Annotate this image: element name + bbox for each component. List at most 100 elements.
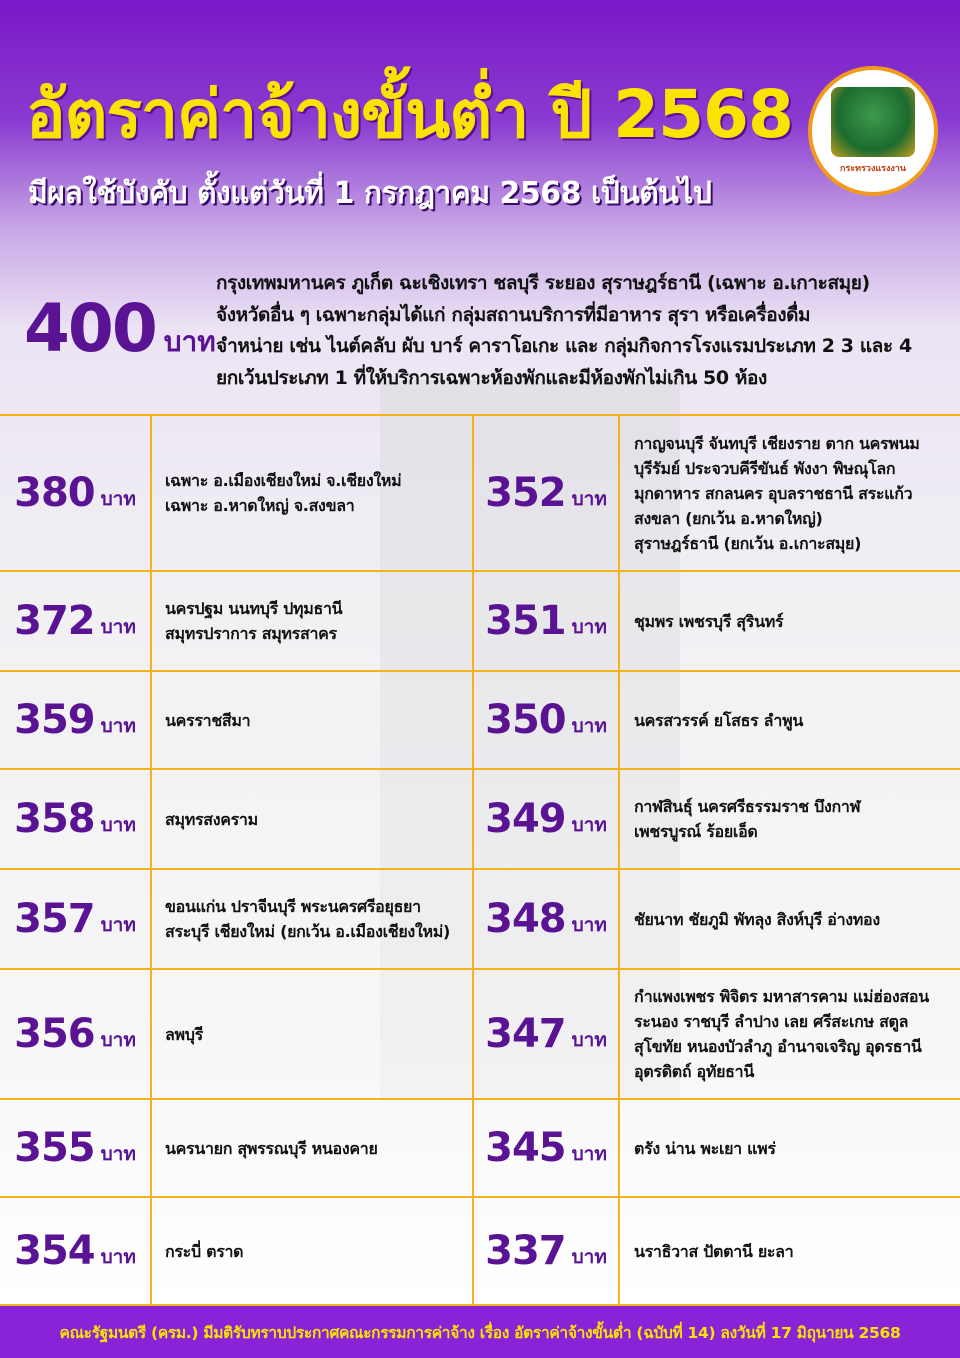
province-lines: ขอนแก่น ปราจีนบุรี พระนครศรีอยุธยา สระบุร…	[165, 894, 450, 944]
rate-unit: บาท	[163, 325, 216, 358]
rate-unit: บาท	[100, 488, 136, 510]
rate-unit: บาท	[100, 1143, 136, 1165]
province-list: กาฬสินธุ์ นครศรีธรรมราช บึงกาฬเพชรบูรณ์ …	[620, 770, 960, 868]
grid-line	[0, 1196, 960, 1198]
province-line: สมุทรปราการ สมุทรสาคร	[165, 624, 337, 643]
province-line: สุโขทัย หนองบัวลำภู อำนาจเจริญ อุดรธานี	[634, 1037, 922, 1056]
rate-unit: บาท	[571, 1143, 607, 1165]
province-list: ตรัง น่าน พะเยา แพร่	[620, 1100, 960, 1196]
province-line: ตรัง น่าน พะเยา แพร่	[634, 1138, 776, 1158]
deity-emblem-icon	[831, 87, 915, 157]
province-list: นราธิวาส ปัตตานี ยะลา	[620, 1198, 960, 1304]
rate-unit: บาท	[100, 814, 136, 836]
rate-unit: บาท	[100, 1246, 136, 1268]
province-line: นครปฐม นนทบุรี ปทุมธานี	[165, 599, 343, 618]
grid-line	[150, 414, 152, 1304]
province-line: กำแพงเพชร พิจิตร มหาสารคาม แม่ฮ่องสอน	[634, 987, 929, 1006]
rate-value: 345	[485, 1125, 566, 1171]
province-lines: ชุมพร เพชรบุรี สุรินทร์	[634, 609, 784, 634]
province-line: กาฬสินธุ์ นครศรีธรรมราช บึงกาฬ	[634, 797, 861, 816]
province-list: กำแพงเพชร พิจิตร มหาสารคาม แม่ฮ่องสอนระน…	[620, 970, 960, 1098]
province-list: กระบี่ ตราด	[151, 1198, 472, 1304]
rate-value: 356	[14, 1011, 95, 1057]
province-list: กาญจนบุรี จันทบุรี เชียงราย ตาก นครพนมบุ…	[620, 416, 960, 570]
grid-line	[0, 868, 960, 870]
rate-unit: บาท	[100, 1029, 136, 1051]
desc-line: กรุงเทพมหานคร ภูเก็ต ฉะเชิงเทรา ชลบุรี ร…	[216, 272, 870, 294]
province-line: ระนอง ราชบุรี ลำปาง เลย ศรีสะเกษ สตูล	[634, 1012, 909, 1031]
province-line: ชัยนาท ชัยภูมิ พัทลุง สิงห์บุรี อ่างทอง	[634, 909, 880, 929]
province-line: กาญจนบุรี จันทบุรี เชียงราย ตาก นครพนม	[634, 433, 920, 453]
province-lines: นครสวรรค์ ยโสธร ลำพูน	[634, 708, 803, 733]
rates-table: 380 บาท เฉพาะ อ.เมืองเชียงใหม่ จ.เชียงใหม่…	[0, 414, 960, 1304]
rate-value: 354	[14, 1228, 95, 1274]
rate-cell: 351 บาท	[474, 572, 618, 670]
province-list: ขอนแก่น ปราจีนบุรี พระนครศรีอยุธยา สระบุร…	[151, 870, 472, 968]
rate-value: 355	[14, 1125, 95, 1171]
rate-cell: 356 บาท	[0, 970, 150, 1098]
grid-line	[0, 670, 960, 672]
top-rate: 400 บาท	[24, 290, 216, 367]
province-line: สงขลา (ยกเว้น อ.หาดใหญ่)	[634, 508, 823, 528]
rate-cell: 347 บาท	[474, 970, 618, 1098]
rate-cell: 352 บาท	[474, 416, 618, 570]
province-line: สุราษฎร์ธานี (ยกเว้น อ.เกาะสมุย)	[634, 533, 862, 553]
province-line: สมุทรสงคราม	[165, 809, 258, 829]
rate-value: 359	[14, 697, 95, 743]
rate-cell: 345 บาท	[474, 1100, 618, 1196]
rate-value: 348	[485, 896, 566, 942]
grid-line	[0, 414, 960, 416]
rate-cell: 348 บาท	[474, 870, 618, 968]
grid-line	[472, 414, 474, 1304]
building-photo-background	[380, 380, 680, 1100]
rate-cell: 358 บาท	[0, 770, 150, 868]
rate-cell: 357 บาท	[0, 870, 150, 968]
rate-cell: 349 บาท	[474, 770, 618, 868]
rate-cell: 359 บาท	[0, 672, 150, 768]
grid-line	[0, 1098, 960, 1100]
province-line: ขอนแก่น ปราจีนบุรี พระนครศรีอยุธยา	[165, 897, 421, 916]
province-line: บุรีรัมย์ ประจวบคีรีขันธ์ พังงา พิษณุโลก	[634, 458, 896, 478]
rate-unit: บาท	[571, 1246, 607, 1268]
rate-value: 358	[14, 796, 95, 842]
province-line: นครสวรรค์ ยโสธร ลำพูน	[634, 710, 803, 730]
province-list: นครสวรรค์ ยโสธร ลำพูน	[620, 672, 960, 768]
province-line: ลพบุรี	[165, 1024, 203, 1044]
province-line: นครนายก สุพรรณบุรี หนองคาย	[165, 1138, 378, 1158]
rate-cell: 372 บาท	[0, 572, 150, 670]
rate-cell: 350 บาท	[474, 672, 618, 768]
province-lines: นครนายก สุพรรณบุรี หนองคาย	[165, 1136, 378, 1161]
province-list: เฉพาะ อ.เมืองเชียงใหม่ จ.เชียงใหม่ เฉพาะ …	[151, 416, 472, 570]
rate-unit: บาท	[571, 488, 607, 510]
grid-line	[0, 968, 960, 970]
province-lines: กาญจนบุรี จันทบุรี เชียงราย ตาก นครพนมบุ…	[634, 431, 920, 556]
province-lines: นครปฐม นนทบุรี ปทุมธานีสมุทรปราการ สมุทร…	[165, 596, 343, 646]
province-lines: นราธิวาส ปัตตานี ยะลา	[634, 1239, 794, 1264]
province-lines: กระบี่ ตราด	[165, 1239, 244, 1264]
desc-line: ยกเว้นประเภท 1 ที่ให้บริการเฉพาะห้องพักแ…	[216, 366, 767, 389]
footer-note: คณะรัฐมนตรี (ครม.) มีมติรับทราบประกาศคณะ…	[0, 1304, 960, 1358]
page-title: อัตราค่าจ้างขั้นต่ำ ปี 2568	[26, 76, 794, 153]
province-lines: ลพบุรี	[165, 1022, 203, 1047]
rate-unit: บาท	[571, 715, 607, 737]
province-lines: นครราชสีมา	[165, 708, 251, 733]
rate-value: 400	[24, 290, 158, 367]
province-lines: ชัยนาท ชัยภูมิ พัทลุง สิงห์บุรี อ่างทอง	[634, 907, 880, 932]
rate-value: 347	[485, 1011, 566, 1057]
rate-unit: บาท	[571, 616, 607, 638]
rate-unit: บาท	[100, 715, 136, 737]
rate-value: 337	[485, 1228, 566, 1274]
province-line: นราธิวาส ปัตตานี ยะลา	[634, 1241, 794, 1261]
province-line: ชุมพร เพชรบุรี สุรินทร์	[634, 611, 784, 631]
province-line: เพชรบูรณ์ ร้อยเอ็ด	[634, 822, 758, 841]
rate-unit: บาท	[571, 814, 607, 836]
province-list: ชุมพร เพชรบุรี สุรินทร์	[620, 572, 960, 670]
province-list: ลพบุรี	[151, 970, 472, 1098]
province-line: นครราชสีมา	[165, 710, 251, 730]
province-lines: ตรัง น่าน พะเยา แพร่	[634, 1136, 776, 1161]
province-list: นครราชสีมา	[151, 672, 472, 768]
rate-value: 352	[485, 470, 566, 516]
rate-unit: บาท	[100, 914, 136, 936]
rate-value: 350	[485, 697, 566, 743]
rate-cell: 355 บาท	[0, 1100, 150, 1196]
